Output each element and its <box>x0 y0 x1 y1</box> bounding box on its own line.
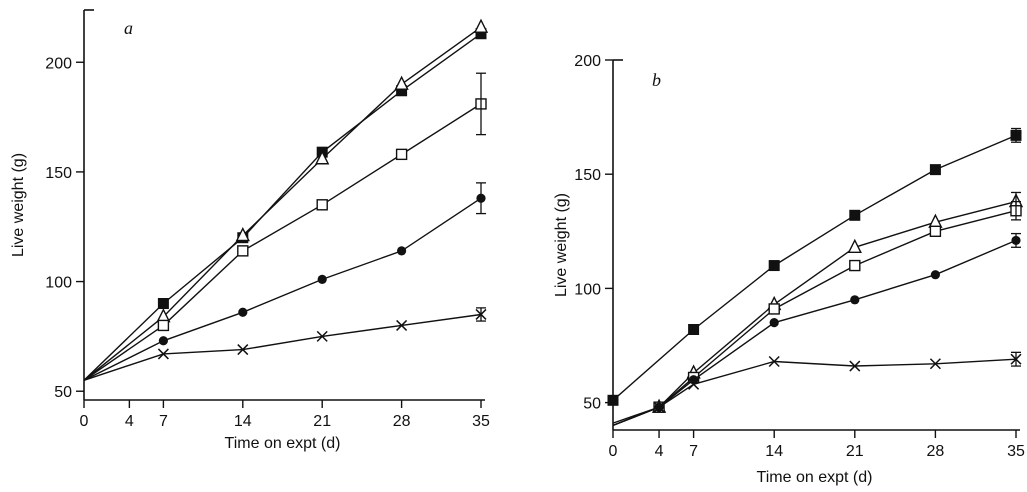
series-line <box>83 197 482 381</box>
error-bar <box>476 72 486 136</box>
x-tick-label: 7 <box>689 443 698 460</box>
data-point <box>158 336 168 346</box>
data-point <box>316 330 328 342</box>
data-point <box>768 303 780 315</box>
error-bar <box>1011 200 1021 221</box>
x-tick-label: 21 <box>313 413 331 430</box>
x-tick-label: 14 <box>234 413 252 430</box>
x-tick-label: 35 <box>1007 443 1025 460</box>
series-line <box>83 313 482 381</box>
x-axis-label: Time on expt (d) <box>757 469 873 486</box>
y-tick-label: 50 <box>583 396 601 413</box>
y-tick-label: 200 <box>45 55 72 72</box>
data-point <box>157 319 170 332</box>
data-point <box>607 394 619 406</box>
data-point <box>768 355 780 368</box>
error-bar <box>1011 351 1021 367</box>
series-filled-square <box>83 28 487 381</box>
x-tick-label: 4 <box>655 443 664 460</box>
series-open-triangle <box>83 18 489 381</box>
error-bar <box>1011 127 1021 143</box>
data-point <box>397 246 407 256</box>
data-point <box>235 226 250 242</box>
data-point <box>769 318 779 328</box>
chart-panel-b: 0 4 7 14 21 28 35 50 100 150 200 Time on expt (d) Li… <box>553 53 1025 486</box>
data-point <box>396 319 408 331</box>
data-point <box>849 209 861 221</box>
data-point <box>688 324 700 336</box>
y-tick-label: 150 <box>574 167 601 184</box>
x-tick-label: 35 <box>472 413 490 430</box>
data-point <box>238 307 248 317</box>
x-tick-label: 7 <box>159 413 168 430</box>
error-bar <box>1011 232 1021 248</box>
series-cross <box>612 351 1022 424</box>
x-tick-label: 0 <box>80 413 89 430</box>
data-point <box>157 298 169 309</box>
x-tick-label: 4 <box>125 413 134 430</box>
y-tick-label: 150 <box>45 165 72 182</box>
series-line <box>612 358 1017 424</box>
data-point <box>394 75 409 90</box>
x-tick-label: 14 <box>765 443 783 460</box>
data-point <box>688 378 700 390</box>
y-axis-label: Live weight (g) <box>10 153 27 257</box>
data-point <box>849 259 861 272</box>
series-line <box>612 200 1017 427</box>
y-tick-label: 100 <box>45 275 72 292</box>
data-point <box>157 348 169 360</box>
series-cross <box>83 307 487 381</box>
x-tick-label: 21 <box>846 443 864 460</box>
series-line <box>612 134 1017 401</box>
panel-letter: a <box>124 18 133 38</box>
x-tick-label: 28 <box>927 443 945 460</box>
data-point <box>929 164 941 176</box>
data-point <box>849 360 861 372</box>
error-bar <box>476 182 486 215</box>
y-axis-label: Live weight (g) <box>553 193 570 297</box>
panel-letter: b <box>652 70 661 90</box>
series-filled-square <box>607 127 1022 406</box>
y-tick-label: 200 <box>574 53 601 70</box>
data-point <box>316 199 328 211</box>
y-tick-label: 100 <box>574 281 601 298</box>
data-point <box>930 270 941 280</box>
series-line <box>83 103 482 381</box>
series-open-triangle <box>612 191 1024 427</box>
series-open-square <box>83 72 487 381</box>
data-point <box>653 401 665 413</box>
data-point <box>237 344 249 356</box>
data-point <box>473 18 489 33</box>
data-point <box>929 358 941 370</box>
x-tick-label: 28 <box>393 413 411 430</box>
series-filled-circle <box>83 182 486 381</box>
data-point <box>929 225 942 237</box>
error-bar <box>476 307 486 322</box>
data-point <box>847 238 862 253</box>
series-line <box>83 26 482 381</box>
x-tick-label: 0 <box>609 443 618 460</box>
series-line <box>83 33 482 381</box>
y-tick-label: 50 <box>54 384 72 401</box>
data-point <box>315 150 330 165</box>
data-point <box>395 148 408 161</box>
data-point <box>317 274 327 284</box>
chart-panel-a: 0 4 7 14 21 28 35 50 100 150 200 Time on expt (d) Li… <box>10 9 490 452</box>
data-point <box>850 295 860 305</box>
data-point <box>237 245 249 257</box>
x-axis-label: Time on expt (d) <box>225 435 341 452</box>
data-point <box>768 260 780 272</box>
